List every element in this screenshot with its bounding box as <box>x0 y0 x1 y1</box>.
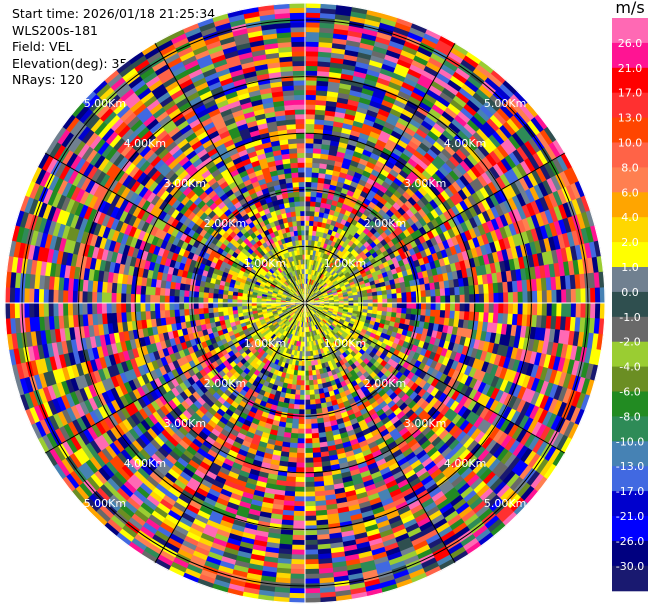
colorbar-segment <box>612 416 648 442</box>
colorbar-tick-label: 10.0 <box>618 137 643 150</box>
colorbar-tick-label: -21.0 <box>616 510 644 523</box>
colorbar-tick-label: -1.0 <box>619 311 640 324</box>
nrays-label: NRays: 120 <box>12 72 84 87</box>
azimuth-spoke <box>304 152 566 304</box>
colorbar-segment <box>612 491 648 517</box>
range-ring-label: 3.00Km <box>404 417 446 430</box>
colorbar-tick-label: 2.0 <box>621 236 639 249</box>
range-ring-label: 4.00Km <box>124 137 166 150</box>
range-ring-label: 2.00Km <box>204 377 246 390</box>
colorbar-segment <box>612 267 648 293</box>
colorbar-segment <box>612 42 648 69</box>
colorbar-tick-label: 21.0 <box>618 62 643 75</box>
colorbar-tick-label: -4.0 <box>619 361 640 374</box>
azimuth-spoke <box>154 42 306 304</box>
colorbar-tick-label: 4.0 <box>621 211 639 224</box>
colorbar-unit: m/s <box>615 0 645 17</box>
colorbar-segment <box>612 192 648 218</box>
colorbar-tick-label: 0.0 <box>621 286 639 299</box>
range-ring-label: 5.00Km <box>484 497 526 510</box>
range-ring-label: 1.00Km <box>244 257 286 270</box>
field-label: Field: VEL <box>12 39 73 54</box>
range-ring-label: 2.00Km <box>364 377 406 390</box>
colorbar: 26.0 21.0 17.0 13.0 10.0 8.0 6.0 4.0 2.0 1.0 0.0 -1… <box>612 18 648 592</box>
colorbar-tick-label: 26.0 <box>618 37 643 50</box>
range-ring-label: 3.00Km <box>404 177 446 190</box>
colorbar-segment <box>612 516 648 542</box>
elevation-label: Elevation(deg): 35.00 <box>12 55 148 71</box>
colorbar-tick-label: -13.0 <box>616 460 644 473</box>
colorbar-segment <box>612 217 648 243</box>
colorbar-segment <box>612 291 648 318</box>
colorbar-tick-label: -6.0 <box>619 386 640 399</box>
azimuth-spoke <box>304 42 456 304</box>
azimuth-spoke <box>304 302 566 454</box>
range-ring-label: 3.00Km <box>164 177 206 190</box>
azimuth-spoke <box>44 302 306 454</box>
range-ring-label: 1.00Km <box>244 337 286 350</box>
colorbar-segment <box>612 242 648 268</box>
range-ring-label: 2.00Km <box>364 217 406 230</box>
colorbar-segment <box>612 18 648 44</box>
range-ring-label: 1.00Km <box>324 257 366 270</box>
range-ring-labels: 1.00Km 1.00Km 1.00Km 1.00Km 2.00Km 2.00Km 2.00… <box>84 97 527 510</box>
colorbar-segment <box>612 316 648 343</box>
start-time-label: Start time: 2026/01/18 21:25:34 <box>12 6 216 21</box>
colorbar-segment <box>612 92 648 119</box>
ppi-plot: 1.00Km 1.00Km 1.00Km 1.00Km 2.00Km 2.00Km 2.00… <box>4 2 606 604</box>
azimuth-spokes <box>5 3 605 603</box>
colorbar-segment <box>612 366 648 393</box>
range-ring-label: 4.00Km <box>124 457 166 470</box>
plot-info: Start time: 2026/01/18 21:25:34 WLS200s-… <box>12 6 215 89</box>
colorbar-segment <box>612 142 648 168</box>
azimuth-spoke <box>304 302 456 564</box>
range-ring-label: 3.00Km <box>164 417 206 430</box>
colorbar-segment <box>612 565 648 592</box>
colorbar-tick-label: 1.0 <box>621 261 639 274</box>
colorbar-segment <box>612 540 648 567</box>
azimuth-spoke <box>44 152 306 304</box>
colorbar-tick-label: -26.0 <box>616 535 644 548</box>
range-ring-label: 2.00Km <box>204 217 246 230</box>
range-ring-label: 5.00Km <box>84 497 126 510</box>
colorbar-segment <box>612 117 648 144</box>
colorbar-segment <box>612 391 648 417</box>
range-ring-label: 1.00Km <box>324 337 366 350</box>
range-ring-label: 4.00Km <box>444 137 486 150</box>
colorbar-tick-label: 13.0 <box>618 112 643 125</box>
range-ring-label: 5.00Km <box>484 97 526 110</box>
azimuth-spoke <box>154 302 306 564</box>
colorbar-segment <box>612 466 648 492</box>
colorbar-tick-label: 6.0 <box>621 186 639 199</box>
colorbar-tick-label: 8.0 <box>621 161 639 174</box>
colorbar-tick-label: 17.0 <box>618 87 643 100</box>
colorbar-tick-label: -17.0 <box>616 485 644 498</box>
range-ring-label: 5.00Km <box>84 97 126 110</box>
colorbar-tick-label: -30.0 <box>616 560 644 573</box>
instrument-label: WLS200s-181 <box>12 22 98 38</box>
range-ring-label: 4.00Km <box>444 457 486 470</box>
colorbar-tick-label: -8.0 <box>619 410 640 423</box>
colorbar-tick-label: -10.0 <box>616 435 644 448</box>
colorbar-segment <box>612 441 648 467</box>
velocity-rays <box>4 2 606 604</box>
colorbar-segment <box>612 341 648 368</box>
colorbar-tick-label: -2.0 <box>619 336 640 349</box>
colorbar-segment <box>612 67 648 94</box>
colorbar-segment <box>612 167 648 193</box>
